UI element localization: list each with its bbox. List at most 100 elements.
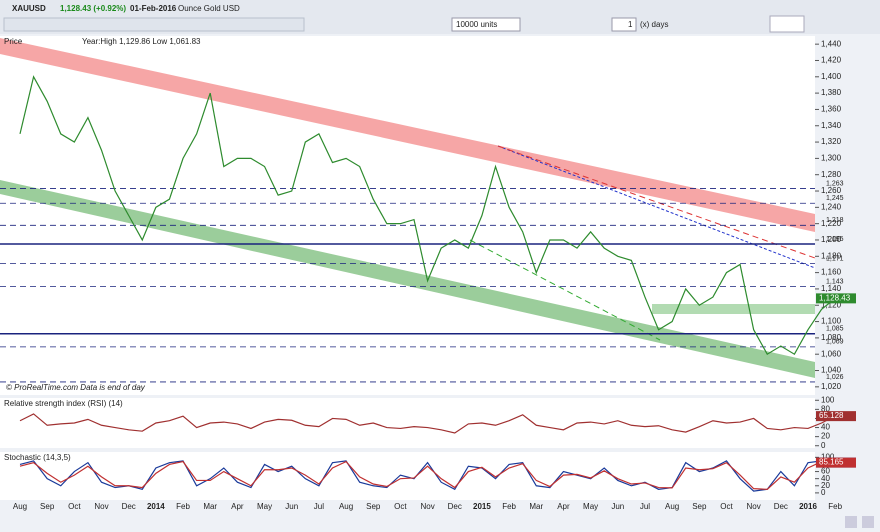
level-label: 1,143 [826, 278, 844, 285]
x-tick-label: 2015 [473, 502, 491, 511]
last-value-label: 65.128 [819, 411, 844, 420]
y-tick-label: 20 [821, 432, 830, 441]
y-tick-label: 1,440 [821, 39, 842, 48]
y-tick-label: 1,340 [821, 121, 842, 130]
y-tick-label: 0 [821, 441, 826, 450]
level-label: 1,026 [826, 374, 844, 381]
period-unit: (x) days [640, 20, 668, 29]
x-tick-label: Oct [394, 502, 407, 511]
x-tick-label: Feb [176, 502, 190, 511]
y-tick-label: 1,320 [821, 137, 842, 146]
support-channel [0, 180, 815, 378]
x-tick-label: Apr [557, 502, 570, 511]
last-value-box [816, 411, 856, 422]
zoom-button[interactable] [845, 516, 857, 528]
y-tick-label: 1,180 [821, 251, 842, 260]
y-tick-label: 1,240 [821, 202, 842, 211]
y-tick-label: 0 [821, 488, 826, 497]
x-tick-label: Apr [231, 502, 244, 511]
y-tick-label: 1,100 [821, 317, 842, 326]
y-tick-label: 1,120 [821, 300, 842, 309]
last-value-box [816, 293, 856, 304]
x-tick-label: Mar [203, 502, 217, 511]
level-label: 1,263 [826, 180, 844, 187]
trend-line [469, 239, 661, 341]
price-line [19, 460, 836, 490]
x-tick-label: Dec [774, 502, 788, 511]
x-tick-label: Mar [529, 502, 543, 511]
y-tick-label: 1,060 [821, 349, 842, 358]
x-tick-label: Aug [665, 502, 679, 511]
y-tick-label: 40 [821, 474, 830, 483]
trend-line [497, 145, 816, 259]
tool-strip[interactable] [3, 17, 305, 32]
x-tick-label: May [583, 502, 598, 511]
price-line [19, 413, 836, 434]
y-tick-label: 1,200 [821, 235, 842, 244]
x-tick-label: Sep [366, 502, 381, 511]
panel-title: Price [4, 37, 23, 46]
last-value-box [816, 457, 856, 468]
symbol: XAUUSD [12, 4, 46, 13]
description: Ounce Gold USD [178, 4, 240, 13]
rsi-panel [0, 398, 815, 448]
last-value-label: 1,128.43 [819, 293, 851, 302]
price-line [19, 75, 836, 356]
units-box[interactable] [451, 17, 521, 32]
panel-title: Stochastic (14,3,5) [4, 453, 71, 462]
price-line [19, 460, 836, 492]
y-tick-label: 1,080 [821, 333, 842, 342]
year-range: Year:High 1,129.86 Low 1,061.83 [82, 37, 201, 46]
support-zone [652, 304, 815, 314]
period-box[interactable] [611, 17, 637, 32]
level-label: 1,218 [826, 217, 844, 224]
y-tick-label: 1,140 [821, 284, 842, 293]
stochastic-panel [0, 452, 815, 500]
footer: © ProRealTime.com Data is end of day [6, 383, 146, 392]
x-tick-label: Oct [720, 502, 733, 511]
x-tick-label: Aug [13, 502, 27, 511]
y-tick-label: 20 [821, 481, 830, 490]
level-label: 1,085 [826, 326, 844, 333]
y-tick-label: 1,040 [821, 366, 842, 375]
date: 01-Feb-2016 [130, 4, 177, 13]
x-tick-label: Jul [314, 502, 324, 511]
x-tick-label: Nov [94, 502, 108, 511]
tool-icons[interactable] [3, 15, 805, 33]
y-tick-label: 1,020 [821, 382, 842, 391]
zoom-button[interactable] [862, 516, 874, 528]
y-tick-label: 1,260 [821, 186, 842, 195]
y-tick-label: 100 [821, 452, 835, 461]
x-tick-label: Sep [692, 502, 707, 511]
x-tick-label: Nov [420, 502, 434, 511]
x-tick-label: Jul [640, 502, 650, 511]
y-tick-label: 1,380 [821, 88, 842, 97]
y-tick-label: 1,420 [821, 56, 842, 65]
x-tick-label: Nov [747, 502, 761, 511]
x-tick-label: May [257, 502, 272, 511]
x-tick-label: Dec [448, 502, 462, 511]
units: 10000 units [456, 20, 497, 29]
level-label: 1,069 [826, 339, 844, 346]
y-tick-label: 80 [821, 404, 830, 413]
level-label: 1,245 [826, 195, 844, 202]
x-tick-label: 2016 [799, 502, 817, 511]
resistance-channel [0, 38, 815, 232]
y-tick-label: 100 [821, 395, 835, 404]
x-tick-label: 2014 [147, 502, 165, 511]
x-tick-label: Sep [40, 502, 55, 511]
x-tick-label: Dec [122, 502, 136, 511]
last-value-label: 85.165 [819, 458, 844, 467]
x-tick-label: Oct [68, 502, 81, 511]
period-value: 1 [628, 20, 633, 29]
y-tick-label: 1,400 [821, 72, 842, 81]
y-tick-label: 1,160 [821, 268, 842, 277]
trend-line [497, 145, 816, 269]
chart-type-button[interactable] [769, 15, 805, 33]
x-tick-label: Jun [611, 502, 624, 511]
y-tick-label: 40 [821, 423, 830, 432]
y-tick-label: 1,280 [821, 170, 842, 179]
level-label: 1,195 [826, 236, 844, 243]
